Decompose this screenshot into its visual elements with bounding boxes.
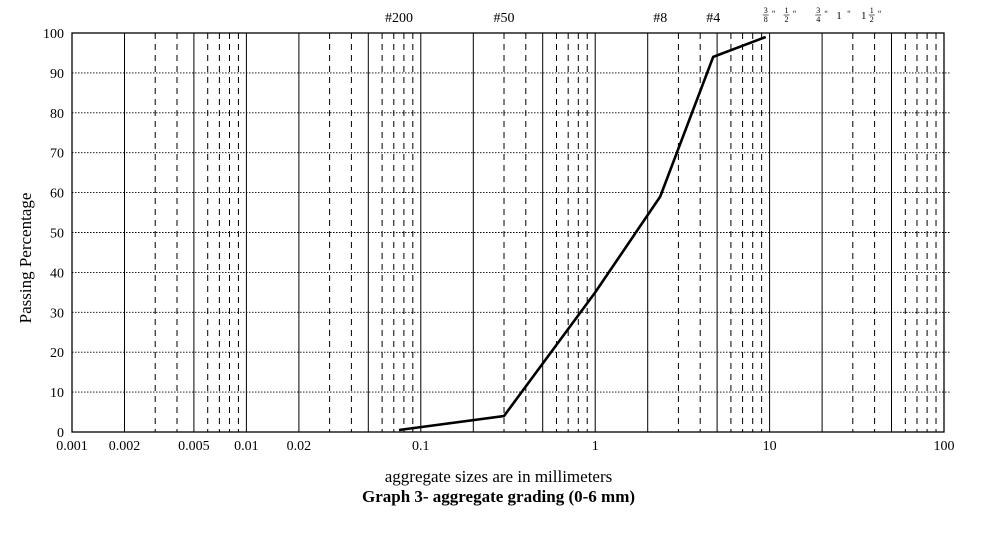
tick-labels: 0 10 20 30 40 50 60 70 80 90 100 0.001 0.002 0.005 0.0… bbox=[43, 6, 955, 454]
inch-whole: 1 bbox=[836, 10, 842, 22]
plot-frame bbox=[71, 32, 945, 433]
axes bbox=[71, 32, 945, 433]
x-axis-label: aggregate sizes are in millimeters bbox=[384, 467, 613, 486]
inch-numerator: 1 bbox=[785, 6, 789, 15]
grading-curve bbox=[398, 35, 767, 432]
sieve-label: #200 bbox=[385, 11, 413, 26]
x-tick-label: 100 bbox=[934, 439, 955, 454]
inch-numerator: 3 bbox=[816, 6, 820, 15]
series-line bbox=[398, 35, 767, 432]
x-tick-label: 0.02 bbox=[287, 439, 312, 454]
sieve-label: #4 bbox=[706, 11, 720, 26]
y-tick-label: 50 bbox=[50, 227, 64, 242]
y-tick-label: 0 bbox=[57, 426, 64, 441]
inch-denominator: 4 bbox=[816, 15, 820, 24]
inch-denominator: 2 bbox=[870, 15, 874, 24]
x-tick-label: 0.01 bbox=[234, 439, 259, 454]
x-tick-label: 0.1 bbox=[412, 439, 430, 454]
y-tick-label: 70 bbox=[50, 147, 64, 162]
inch-size-label: 12 “ bbox=[783, 6, 797, 24]
x-tick-label: 0.002 bbox=[109, 439, 141, 454]
sieve-label: #8 bbox=[653, 11, 667, 26]
inch-denominator: 2 bbox=[785, 15, 789, 24]
inch-mark: “ bbox=[824, 9, 828, 18]
sieve-label: #50 bbox=[494, 11, 515, 26]
x-tick-label: 10 bbox=[763, 439, 777, 454]
y-tick-label: 10 bbox=[50, 386, 64, 401]
inch-mark: “ bbox=[793, 9, 797, 18]
inch-size-label: 1 “ bbox=[836, 9, 851, 22]
grid-lines bbox=[72, 33, 950, 432]
y-tick-label: 100 bbox=[43, 27, 64, 42]
inch-denominator: 8 bbox=[764, 15, 768, 24]
x-tick-label: 1 bbox=[592, 439, 599, 454]
inch-mark: “ bbox=[847, 9, 851, 18]
y-axis-label: Passing Percentage bbox=[16, 193, 35, 324]
inch-numerator: 1 bbox=[870, 6, 874, 15]
y-tick-label: 30 bbox=[50, 306, 64, 321]
inch-size-label: 34 “ bbox=[815, 6, 828, 24]
y-tick-label: 20 bbox=[50, 346, 64, 361]
y-tick-label: 80 bbox=[50, 107, 64, 122]
inch-mark: “ bbox=[878, 9, 882, 18]
inch-mark: “ bbox=[772, 9, 776, 18]
y-tick-label: 90 bbox=[50, 67, 64, 82]
y-tick-label: 40 bbox=[50, 266, 64, 281]
inch-numerator: 3 bbox=[764, 6, 768, 15]
x-tick-label: 0.001 bbox=[56, 439, 88, 454]
inch-size-label: 1 12 “ bbox=[861, 6, 882, 24]
x-tick-label: 0.005 bbox=[178, 439, 210, 454]
inch-size-label: 38 “ bbox=[762, 6, 776, 24]
inch-whole: 1 bbox=[861, 10, 867, 22]
chart-title: Graph 3- aggregate grading (0-6 mm) bbox=[361, 487, 636, 506]
y-tick-label: 60 bbox=[50, 187, 64, 202]
